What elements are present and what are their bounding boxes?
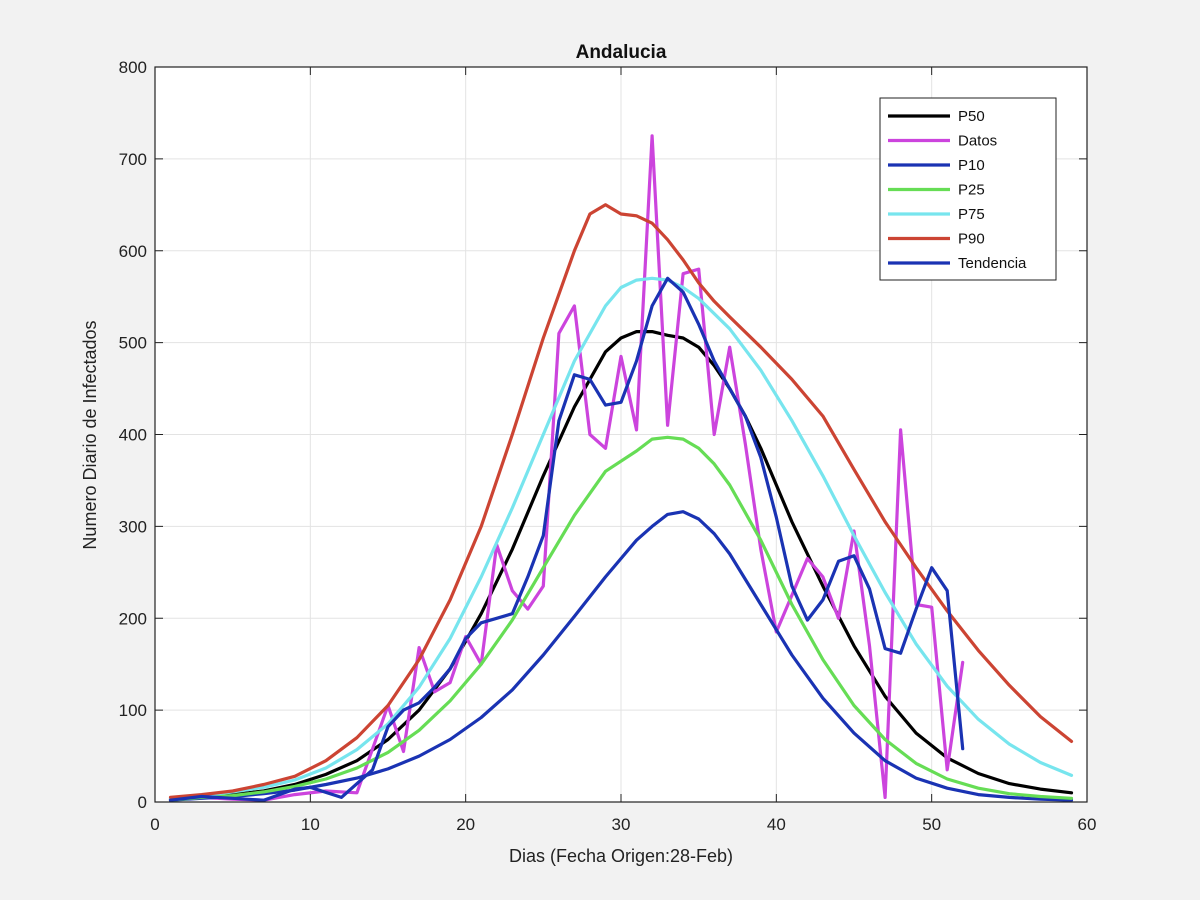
y-tick-label: 700 [119, 150, 147, 169]
y-tick-label: 300 [119, 517, 147, 536]
x-tick-label: 60 [1078, 815, 1097, 834]
series-line-p10 [168, 510, 1074, 802]
x-axis-label: Dias (Fecha Origen:28-Feb) [509, 846, 733, 866]
x-tick-label: 10 [301, 815, 320, 834]
chart-title: Andalucia [576, 42, 667, 63]
legend-label-p50: P50 [958, 108, 985, 125]
y-tick-label: 800 [119, 58, 147, 77]
series-line-p75 [168, 276, 1074, 800]
y-tick-label: 0 [138, 793, 147, 812]
series-line-p50 [168, 330, 1074, 801]
x-tick-label: 20 [456, 815, 475, 834]
y-tick-label: 100 [119, 701, 147, 720]
x-tick-label: 0 [150, 815, 159, 834]
legend-label-p75: P75 [958, 206, 985, 223]
y-axis-label: Numero Diario de Infectados [80, 320, 100, 549]
y-tick-label: 400 [119, 426, 147, 445]
tick-marks [154, 66, 1088, 803]
y-tick-label: 200 [119, 609, 147, 628]
y-tick-label: 600 [119, 242, 147, 261]
legend-label-tendencia: Tendencia [958, 255, 1027, 272]
legend: P50 Datos P10 P25 P75 P90 Tendencia [879, 97, 1057, 281]
x-tick-label: 40 [767, 815, 786, 834]
y-tick-label: 500 [119, 334, 147, 353]
series-group [168, 134, 1074, 802]
series-line-p25 [168, 435, 1074, 802]
x-tick-label: 50 [922, 815, 941, 834]
legend-label-p10: P10 [958, 157, 985, 174]
x-tick-label: 30 [612, 815, 631, 834]
series-line-p90 [168, 203, 1074, 800]
series-line-tendencia [168, 276, 965, 802]
legend-label-p90: P90 [958, 231, 985, 248]
legend-label-datos: Datos [958, 133, 997, 150]
legend-label-p25: P25 [958, 182, 985, 199]
